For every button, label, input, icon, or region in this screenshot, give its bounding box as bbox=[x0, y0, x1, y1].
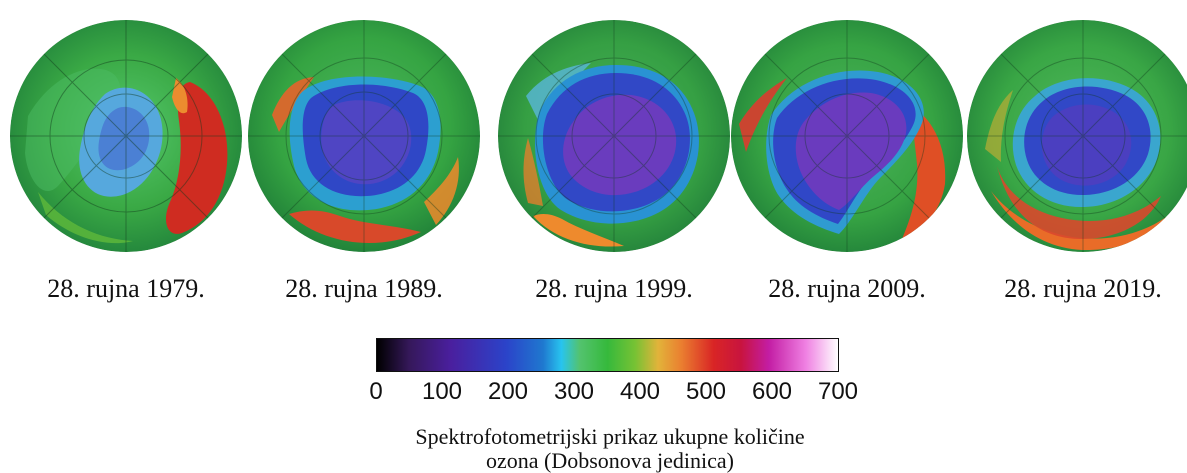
ozone-globe-1999 bbox=[498, 20, 730, 252]
color-scale bbox=[376, 338, 839, 380]
ozone-globe-2019 bbox=[967, 20, 1187, 252]
scale-tick-300: 300 bbox=[553, 378, 595, 405]
date-label-2019: 28. rujna 2019. bbox=[1004, 274, 1162, 303]
ozone-maps: 28. rujna 1979. 28. rujna 1989. 28. rujn… bbox=[10, 20, 1187, 303]
date-label-1989: 28. rujna 1989. bbox=[285, 274, 443, 303]
date-label-2009: 28. rujna 2009. bbox=[768, 274, 926, 303]
color-scale-bar bbox=[376, 338, 839, 372]
scale-tick-400: 400 bbox=[619, 378, 661, 405]
scale-tick-500: 500 bbox=[685, 378, 727, 405]
date-label-1979: 28. rujna 1979. bbox=[47, 274, 205, 303]
ozone-globe-1979 bbox=[10, 20, 242, 252]
scale-tick-100: 100 bbox=[421, 378, 463, 405]
ozone-globe-1989 bbox=[248, 20, 480, 252]
scale-tick-200: 200 bbox=[487, 378, 529, 405]
color-scale-ticks: 0 100 200 300 400 500 600 700 bbox=[369, 378, 858, 412]
scale-caption-line-1: Spektrofotometrijski prikaz ukupne količ… bbox=[415, 424, 805, 449]
ozone-globe-2009 bbox=[731, 20, 963, 252]
scale-caption-line-2: ozona (Dobsonova jedinica) bbox=[485, 448, 735, 473]
date-label-1999: 28. rujna 1999. bbox=[535, 274, 693, 303]
scale-tick-600: 600 bbox=[751, 378, 793, 405]
scale-tick-700: 700 bbox=[817, 378, 859, 405]
scale-caption: Spektrofotometrijski prikaz ukupne količ… bbox=[360, 425, 860, 473]
scale-tick-0: 0 bbox=[369, 378, 383, 405]
